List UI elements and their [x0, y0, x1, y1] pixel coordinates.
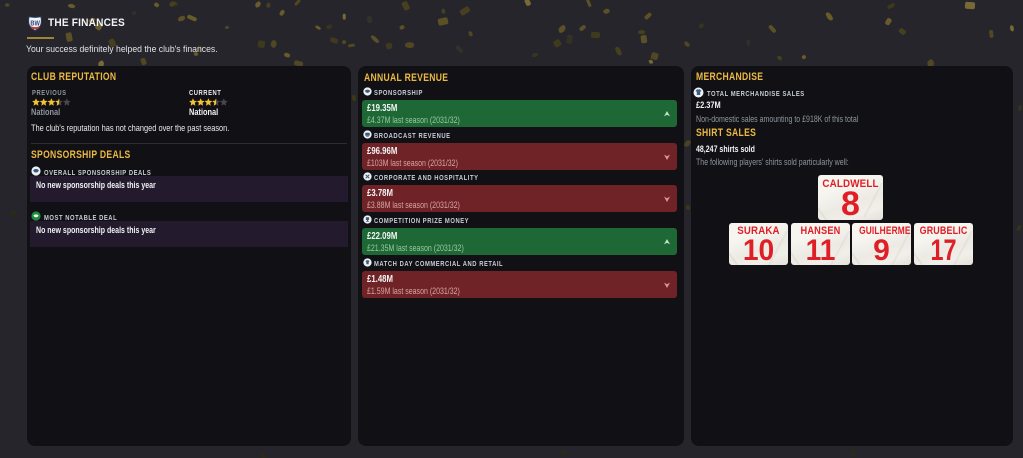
svg-text:BW: BW [30, 19, 40, 28]
